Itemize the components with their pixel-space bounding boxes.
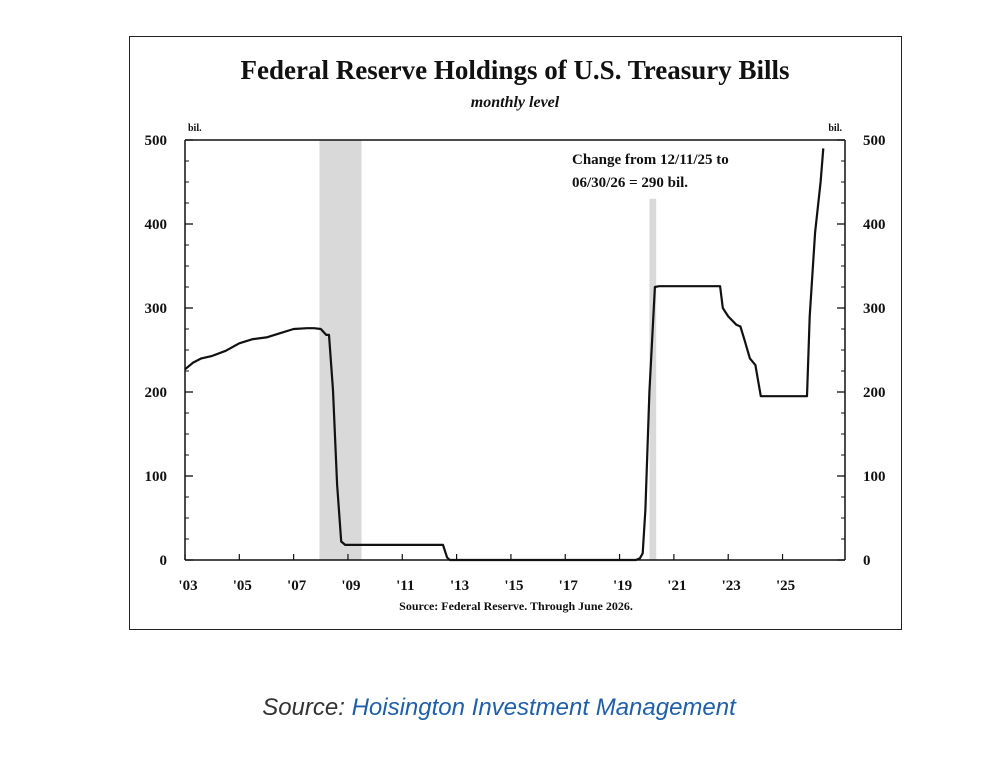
y-tick-label-right: 400 <box>863 217 886 233</box>
y-tick-label-left: 300 <box>145 301 168 317</box>
x-tick-label: '03 <box>178 578 197 594</box>
footer-source: Source: Hoisington Investment Management <box>0 694 998 722</box>
chart-subtitle: monthly level <box>471 94 560 111</box>
x-tick-label: '13 <box>450 578 469 594</box>
footer-source-link[interactable]: Hoisington Investment Management <box>351 694 736 721</box>
x-tick-label: '25 <box>776 578 795 594</box>
chart-source-note: Source: Federal Reserve. Through June 20… <box>399 599 633 613</box>
y-tick-label-left: 100 <box>145 469 168 485</box>
x-tick-label: '05 <box>233 578 252 594</box>
x-tick-label: '23 <box>722 578 741 594</box>
x-tick-label: '11 <box>396 578 414 594</box>
series-line-layer <box>184 148 825 562</box>
y-tick-label-right: 0 <box>863 553 871 569</box>
x-tick-label: '15 <box>504 578 523 594</box>
chart-frame <box>129 36 902 630</box>
annotation-line-2: 06/30/26 = 290 bil. <box>572 175 688 191</box>
recession-band <box>649 198 657 561</box>
series-line <box>184 148 825 562</box>
y-tick-label-left: 200 <box>145 385 168 401</box>
x-tick-label: '17 <box>559 578 579 594</box>
y-tick-label-left: 500 <box>145 133 168 149</box>
y-tick-label-right: 200 <box>863 385 886 401</box>
x-tick-label: '09 <box>341 578 360 594</box>
y-tick-label-left: 0 <box>160 553 168 569</box>
footer-source-prefix: Source: <box>262 694 352 721</box>
x-tick-label: '21 <box>667 578 686 594</box>
recession-band <box>319 140 362 560</box>
axes: 0 0 100 100 200 200 300 300 400 400 500 500 '03 '05 '0… <box>145 133 886 594</box>
chart-title: Federal Reserve Holdings of U.S. Treasur… <box>241 55 790 85</box>
right-unit-label: bil. <box>828 123 842 134</box>
left-unit-label: bil. <box>188 123 202 134</box>
y-tick-label-right: 100 <box>863 469 886 485</box>
y-tick-label-left: 400 <box>145 217 168 233</box>
x-tick-label: '07 <box>287 578 307 594</box>
annotation-line-1: Change from 12/11/25 to <box>572 152 729 168</box>
y-tick-label-right: 300 <box>863 301 886 317</box>
recession-shading <box>319 140 657 561</box>
y-tick-label-right: 500 <box>863 133 886 149</box>
x-tick-label: '19 <box>613 578 632 594</box>
